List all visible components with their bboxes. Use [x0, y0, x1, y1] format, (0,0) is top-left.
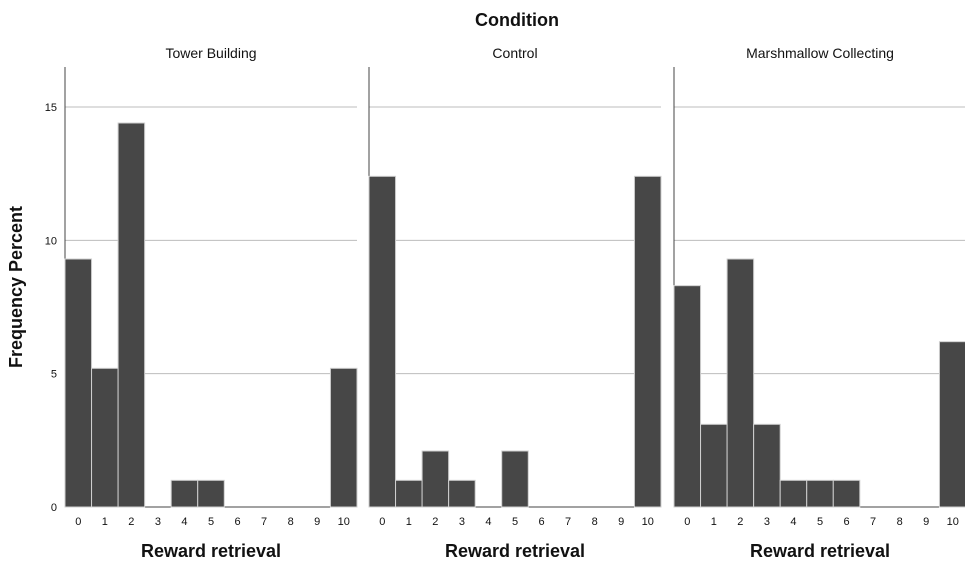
histogram-bar	[368, 175, 397, 508]
histogram-bar	[938, 341, 965, 508]
histogram-bar	[832, 479, 861, 508]
x-tick-label: 6	[234, 516, 240, 528]
chart-panel: Marshmallow Collecting 0 1 2 3 4 5 6 7 8 9 10 Reward…	[673, 45, 965, 561]
x-tick-label: 7	[261, 516, 267, 528]
x-tick-label: 5	[512, 516, 518, 528]
histogram-bar	[633, 175, 662, 508]
x-tick-label: 1	[102, 516, 108, 528]
x-tick-label: 3	[155, 516, 161, 528]
x-axis-label: Reward retrieval	[750, 541, 890, 561]
histogram-bar	[806, 479, 834, 508]
x-tick-label: 4	[790, 516, 796, 528]
panel-title: Tower Building	[165, 45, 256, 61]
histogram-bar	[700, 423, 728, 508]
x-tick-label: 5	[208, 516, 214, 528]
panel-title: Marshmallow Collecting	[746, 45, 894, 61]
x-tick-label: 2	[432, 516, 438, 528]
x-tick-label: 8	[897, 516, 903, 528]
x-tick-label: 6	[538, 516, 544, 528]
x-tick-label: 0	[75, 516, 81, 528]
y-tick-label: 10	[45, 235, 57, 247]
histogram-bar	[91, 367, 119, 508]
x-axis-label: Reward retrieval	[141, 541, 281, 561]
x-tick-label: 9	[923, 516, 929, 528]
histogram-bar	[197, 479, 225, 508]
x-tick-label: 10	[947, 516, 959, 528]
x-tick-label: 4	[485, 516, 491, 528]
histogram-bar	[726, 258, 755, 508]
histogram-bar	[501, 450, 529, 508]
x-tick-label: 10	[642, 516, 654, 528]
x-tick-label: 3	[459, 516, 465, 528]
histogram-bar	[421, 450, 450, 508]
histogram-bar	[395, 479, 423, 508]
histogram-bar	[329, 367, 358, 508]
x-tick-label: 8	[288, 516, 294, 528]
histogram-bar	[64, 258, 93, 508]
chart-title: Condition	[475, 10, 559, 30]
histogram-bar	[117, 122, 146, 508]
chart-panel: Control 0 1 2 3 4 5 6 7 8 9 10 Reward retrieval	[368, 45, 662, 561]
histogram-bar	[170, 479, 199, 508]
x-tick-label: 9	[314, 516, 320, 528]
x-tick-label: 1	[406, 516, 412, 528]
x-tick-label: 7	[870, 516, 876, 528]
y-tick-label: 0	[51, 502, 57, 514]
x-tick-label: 0	[684, 516, 690, 528]
x-tick-label: 6	[843, 516, 849, 528]
histogram-bar	[753, 423, 781, 508]
histogram-bar	[779, 479, 808, 508]
x-tick-label: 2	[737, 516, 743, 528]
x-tick-label: 4	[181, 516, 187, 528]
x-tick-label: 1	[711, 516, 717, 528]
x-tick-label: 5	[817, 516, 823, 528]
x-tick-label: 7	[565, 516, 571, 528]
panel-title: Control	[492, 45, 537, 61]
y-axis-label: Frequency Percent	[6, 206, 26, 368]
x-tick-label: 10	[338, 516, 350, 528]
x-tick-label: 3	[764, 516, 770, 528]
x-tick-label: 9	[618, 516, 624, 528]
x-axis-label: Reward retrieval	[445, 541, 585, 561]
x-tick-label: 0	[379, 516, 385, 528]
chart-panel: Tower Building 0 1 2 3 4 5 6 7 8 9 10 Reward retriev…	[64, 45, 358, 561]
histogram-bar	[673, 285, 702, 508]
x-tick-label: 2	[128, 516, 134, 528]
y-tick-label: 15	[45, 102, 57, 114]
y-tick-label: 5	[51, 369, 57, 381]
histogram-bar	[448, 479, 476, 508]
x-tick-label: 8	[592, 516, 598, 528]
